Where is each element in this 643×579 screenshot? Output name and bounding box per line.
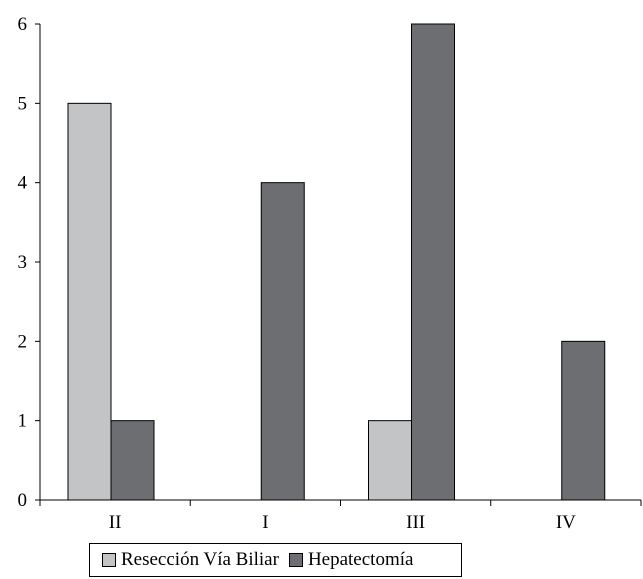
bar-resection-II xyxy=(67,102,112,501)
legend-swatch-hepatectomy xyxy=(288,553,303,567)
legend-label-resection: Resección Vía Biliar xyxy=(121,549,279,570)
legend-swatch-resection xyxy=(102,553,116,567)
y-tick-label: 0 xyxy=(18,490,28,511)
y-tick-label: 4 xyxy=(18,173,28,194)
y-tick-label: 5 xyxy=(18,93,28,114)
y-tick-label: 6 xyxy=(18,14,28,35)
legend-item-hepatectomy: Hepatectomía xyxy=(288,549,414,571)
y-tick-label: 1 xyxy=(18,411,28,432)
x-axis: II I III IV xyxy=(39,499,642,533)
x-tick-label: II xyxy=(109,512,122,533)
legend-item-resection: Resección Vía Biliar xyxy=(102,549,279,571)
y-tick-label: 2 xyxy=(18,331,28,352)
y-axis: 0 1 2 3 4 5 6 xyxy=(18,14,41,511)
bar-hepatectomy-IV xyxy=(561,340,606,501)
bars xyxy=(67,23,606,501)
bar-resection-III xyxy=(368,420,412,501)
x-tick-label: III xyxy=(406,512,425,533)
legend-label-hepatectomy: Hepatectomía xyxy=(307,549,414,570)
y-tick-label: 3 xyxy=(18,252,28,273)
legend: Resección Vía Biliar Hepatectomía xyxy=(89,543,462,577)
x-tick-label: IV xyxy=(556,512,576,533)
bar-hepatectomy-III xyxy=(411,23,455,501)
bar-hepatectomy-I xyxy=(260,182,305,501)
bar-hepatectomy-II xyxy=(110,420,155,501)
x-tick-label: I xyxy=(262,512,268,533)
